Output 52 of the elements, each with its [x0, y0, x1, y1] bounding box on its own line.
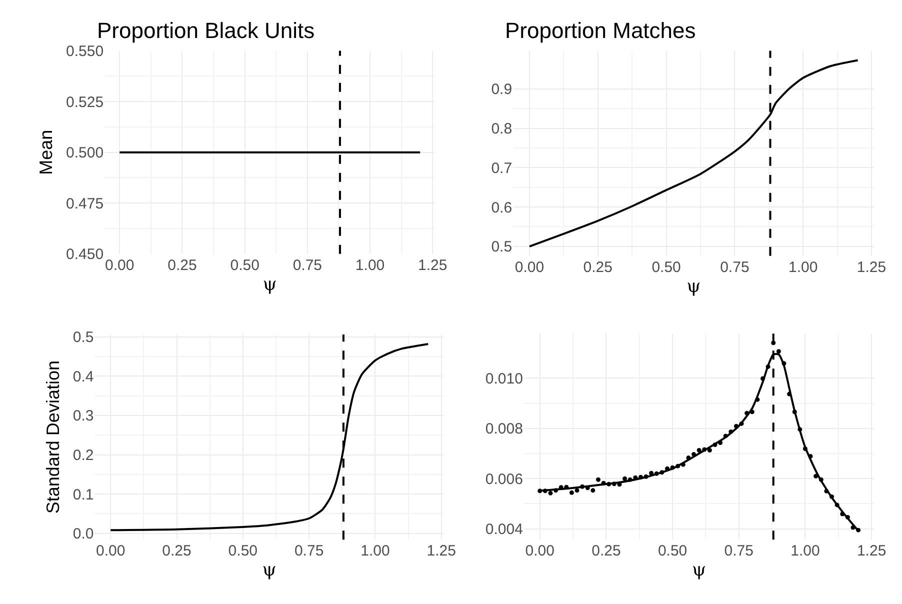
x-axis-title: ψ [262, 274, 277, 295]
x-tick-label: 0.25 [168, 256, 197, 274]
y-tick-label: 0.006 [485, 470, 523, 488]
y-tick-label: 0.450 [66, 246, 104, 264]
x-tick-label: 0.00 [96, 542, 126, 560]
y-tick-label: 0.9 [491, 81, 512, 98]
x-tick-label: 1.25 [418, 256, 448, 274]
x-tick-label: 1.25 [856, 542, 886, 560]
x-tick-label: 1.00 [355, 256, 385, 274]
x-tick-label: 1.25 [856, 258, 886, 276]
x-tick-label: 1.00 [788, 258, 818, 276]
x-tick-label: 1.00 [360, 542, 390, 560]
y-tick-label: 0.010 [485, 370, 523, 388]
y-tick-label: 0.4 [72, 368, 94, 386]
y-tick-label: 0.500 [66, 144, 104, 162]
y-tick-label: 0.1 [72, 486, 94, 504]
x-tick-label: 0.00 [525, 542, 554, 560]
y-tick-label: 0.0 [72, 526, 94, 543]
x-tick-label: 0.50 [652, 258, 681, 276]
x-tick-label: 0.25 [592, 542, 621, 560]
y-tick-label: 0.550 [66, 43, 104, 60]
y-tick-label: 0.7 [491, 160, 512, 177]
y-tick-label: 0.008 [485, 420, 523, 438]
chart-title: Proportion Black Units [97, 18, 315, 43]
y-tick-label: 0.525 [66, 94, 104, 111]
x-tick-label: 0.50 [658, 542, 688, 560]
x-tick-label: 0.50 [228, 542, 258, 560]
y-axis-title: Standard Deviation [43, 360, 64, 514]
x-axis-title: ψ [262, 560, 276, 581]
y-tick-label: 0.2 [72, 447, 94, 464]
x-tick-label: 0.50 [230, 256, 260, 274]
y-tick-label: 0.004 [485, 521, 523, 538]
x-tick-label: 1.25 [426, 542, 456, 560]
chart-title: Proportion Matches [505, 18, 696, 43]
y-tick-label: 0.5 [72, 329, 94, 346]
x-tick-label: 0.00 [514, 258, 544, 276]
x-tick-label: 0.25 [583, 258, 612, 276]
y-tick-label: 0.6 [491, 199, 512, 216]
x-axis-title: ψ [692, 560, 706, 581]
x-tick-label: 0.25 [162, 542, 192, 560]
x-tick-label: 0.75 [724, 542, 754, 560]
y-tick-label: 0.5 [491, 238, 512, 256]
x-tick-label: 0.75 [720, 258, 750, 276]
x-tick-label: 0.75 [294, 542, 324, 560]
x-tick-label: 0.75 [292, 256, 322, 274]
y-tick-label: 0.8 [491, 120, 512, 138]
y-axis-title: Mean [36, 130, 56, 175]
x-tick-label: 0.00 [105, 256, 134, 274]
y-tick-label: 0.3 [72, 408, 94, 425]
x-tick-label: 1.00 [790, 542, 820, 560]
x-axis-title: ψ [686, 276, 701, 297]
y-tick-label: 0.475 [66, 195, 104, 212]
